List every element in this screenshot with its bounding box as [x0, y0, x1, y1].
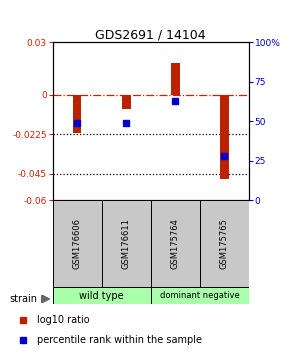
Bar: [52, 287, 151, 304]
Polygon shape: [40, 295, 50, 303]
Bar: [102, 200, 151, 287]
Text: strain: strain: [9, 294, 37, 304]
Bar: [171, 63, 180, 95]
Text: GSM175765: GSM175765: [220, 218, 229, 269]
Title: GDS2691 / 14104: GDS2691 / 14104: [95, 28, 206, 41]
Text: dominant negative: dominant negative: [160, 291, 240, 300]
Text: percentile rank within the sample: percentile rank within the sample: [38, 335, 202, 344]
Text: GSM176611: GSM176611: [122, 218, 131, 269]
Text: GSM176606: GSM176606: [73, 218, 82, 269]
Bar: [52, 200, 102, 287]
Bar: [220, 95, 229, 179]
Bar: [151, 200, 200, 287]
Bar: [122, 95, 130, 109]
Bar: [200, 200, 249, 287]
Text: wild type: wild type: [79, 291, 124, 301]
Text: log10 ratio: log10 ratio: [38, 315, 90, 325]
Text: GSM175764: GSM175764: [171, 218, 180, 269]
Bar: [73, 95, 82, 133]
Bar: [151, 287, 249, 304]
